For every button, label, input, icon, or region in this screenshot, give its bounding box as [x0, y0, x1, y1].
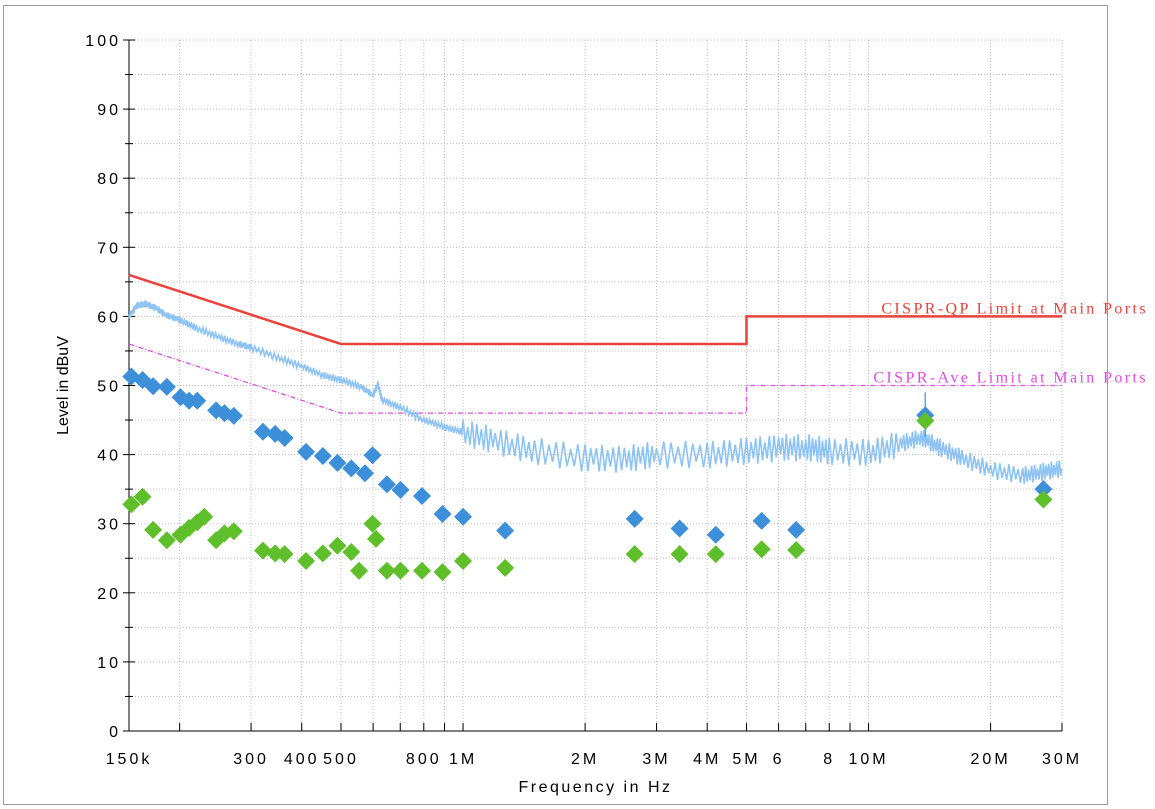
peak-marker: [787, 540, 806, 559]
x-tick-label: 10M: [848, 751, 888, 768]
peak-marker: [275, 545, 294, 564]
x-tick-label: 20M: [971, 751, 1011, 768]
qp-limit-label: CISPR-QP Limit at Main Ports: [881, 300, 1148, 317]
x-tick-label: 1M: [449, 751, 477, 768]
peak-marker: [188, 391, 207, 410]
peak-marker: [670, 519, 689, 538]
peak-marker: [297, 442, 316, 461]
y-tick-label: 0: [109, 724, 121, 741]
peak-marker: [367, 529, 386, 548]
peak-marker: [377, 561, 396, 580]
x-axis-title: Frequency in Hz: [519, 779, 673, 796]
peak-marker: [297, 552, 316, 571]
peak-marker: [356, 464, 375, 483]
peak-marker: [454, 552, 473, 571]
x-tick-label: 2M: [571, 751, 599, 768]
peak-marker: [496, 558, 515, 577]
y-tick-label: 10: [97, 655, 121, 672]
peak-marker: [313, 544, 332, 563]
peak-marker: [1034, 480, 1053, 499]
peak-marker: [313, 446, 332, 465]
peak-marker: [413, 561, 432, 580]
x-tick-label: 30M: [1042, 751, 1082, 768]
peak-marker: [787, 520, 806, 539]
peak-marker: [342, 459, 361, 478]
x-tick-label: 800: [406, 751, 442, 768]
peak-marker: [391, 480, 410, 499]
x-tick-label: 3M: [642, 751, 670, 768]
peak-marker: [328, 536, 347, 555]
y-tick-label: 20: [97, 586, 121, 603]
peak-marker: [752, 511, 771, 530]
peak-marker: [342, 543, 361, 562]
y-tick-label: 60: [97, 309, 121, 326]
peak-marker: [363, 446, 382, 465]
peak-marker: [157, 531, 176, 550]
peak-marker: [224, 522, 243, 541]
peak-marker: [377, 475, 396, 494]
chart-frame: [3, 5, 1108, 805]
peak-marker: [144, 520, 163, 539]
avg-limit-line: [128, 343, 1062, 414]
peak-marker: [454, 507, 473, 526]
x-tick-label: 6: [773, 751, 785, 768]
peak-marker: [433, 563, 452, 582]
y-axis-title: Level in dBuV: [55, 336, 72, 435]
peak-marker: [144, 377, 163, 396]
peak-marker: [253, 541, 272, 560]
peak-marker: [157, 377, 176, 396]
peak-marker: [625, 509, 644, 528]
peak-marker: [670, 545, 689, 564]
y-tick-label: 30: [97, 517, 121, 534]
y-tick-label: 100: [85, 33, 121, 50]
peak-marker: [275, 429, 294, 448]
peak-marker: [253, 422, 272, 441]
peak-marker: [122, 495, 141, 514]
x-tick-label: 500: [323, 751, 359, 768]
peak-marker: [350, 561, 369, 580]
peak-marker: [625, 545, 644, 564]
y-tick-label: 70: [97, 240, 121, 257]
qp-limit-line: [128, 273, 1062, 346]
x-tick-label: 400: [284, 751, 320, 768]
x-tick-label: 8: [823, 751, 835, 768]
x-tick-label: 150k: [106, 751, 153, 768]
x-tick-label: 300: [233, 751, 269, 768]
y-tick-label: 80: [97, 171, 121, 188]
peak-marker: [195, 507, 214, 526]
peak-marker: [363, 514, 382, 533]
x-tick-label: 5M: [732, 751, 760, 768]
peak-marker: [916, 411, 935, 430]
peak-marker: [433, 505, 452, 524]
peak-marker: [706, 525, 725, 544]
y-tick-label: 90: [97, 102, 121, 119]
y-tick-label: 40: [97, 448, 121, 465]
spectrum-trace: [128, 300, 1063, 484]
peak-marker: [706, 545, 725, 564]
peak-marker: [752, 540, 771, 559]
peak-marker: [224, 406, 243, 425]
x-tick-label: 4M: [693, 751, 721, 768]
peak-marker: [391, 561, 410, 580]
peak-marker: [328, 453, 347, 472]
peak-marker: [1034, 490, 1053, 509]
avg-limit-label: CISPR-Ave Limit at Main Ports: [873, 370, 1148, 387]
peak-marker: [496, 521, 515, 540]
y-tick-label: 50: [97, 379, 121, 396]
peak-marker: [413, 487, 432, 506]
peak-marker: [133, 487, 152, 506]
